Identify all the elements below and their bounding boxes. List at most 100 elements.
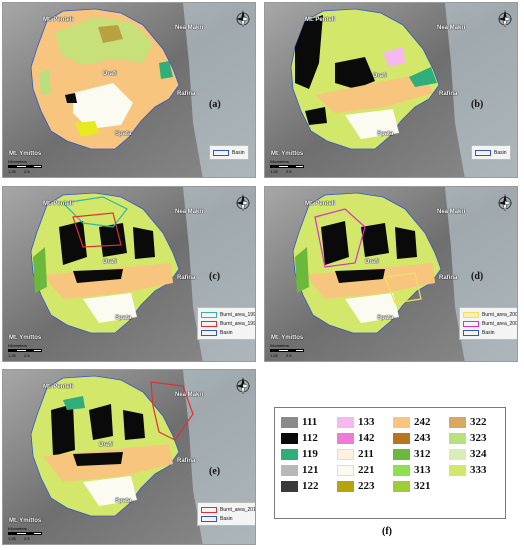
land-cover-code: 112 — [302, 432, 318, 444]
land-cover-patch — [295, 247, 309, 293]
land-cover-code: 142 — [358, 432, 375, 444]
land-cover-patch — [99, 223, 127, 257]
land-cover-patch — [123, 410, 145, 440]
land-cover-class: 122 — [281, 478, 337, 494]
land-cover-patch — [335, 57, 375, 89]
legend-item: Burnt_area_1995 — [201, 310, 255, 319]
land-cover-code: 221 — [358, 464, 375, 476]
land-cover-patch — [315, 73, 433, 113]
land-cover-class: 119 — [281, 446, 337, 462]
north-arrow-icon — [235, 193, 251, 213]
scale-tick: 2.5 — [24, 353, 30, 358]
land-cover-code: 242 — [414, 416, 431, 428]
land-cover-code: 312 — [414, 448, 431, 460]
place-label-rafina: Rafina — [439, 275, 458, 281]
legend-item: Burnt_area_1998 — [201, 319, 255, 328]
burnt-area-outline — [72, 212, 122, 248]
place-label-ymittos: Mt. Ymittos — [9, 151, 42, 157]
map-legend: Basin — [209, 145, 249, 160]
legend-label: Basin — [232, 149, 245, 156]
land-cover-patch — [361, 223, 389, 257]
legend-label: Burnt_area_2009 — [482, 320, 518, 327]
scale-bar-graphic — [270, 165, 304, 168]
place-label-neamakri: Nea Makri — [175, 25, 204, 31]
land-cover-code: 243 — [414, 432, 431, 444]
place-label-neamakri: Nea Makri — [437, 209, 466, 215]
land-cover-code: 321 — [414, 480, 431, 492]
land-cover-swatch — [281, 448, 298, 460]
panel-label-b: (b) — [471, 99, 484, 110]
burnt-area-outline — [314, 208, 366, 268]
place-label-rafina: Rafina — [177, 91, 196, 97]
place-label-ymittos: Mt. Ymittos — [9, 518, 42, 524]
land-cover-legend-grid: 111 133 242 322 112 142 243 323 119 211 312 324 121 2… — [281, 414, 505, 494]
place-label-pentelis: Mt. Penteli — [43, 17, 74, 23]
legend-swatch — [463, 311, 479, 318]
scale-unit: Kilometers — [270, 159, 289, 164]
land-cover-patch — [321, 221, 349, 265]
land-cover-class: 111 — [281, 414, 337, 430]
burnt-area-outline — [61, 196, 128, 228]
land-cover-class: 133 — [337, 414, 393, 430]
burnt-area-outline — [150, 381, 194, 441]
map-c-canvas — [3, 187, 255, 361]
legend-item: Basin — [201, 514, 255, 523]
land-cover-swatch — [449, 432, 466, 444]
map-legend: Burnt_area_2018 Basin — [197, 502, 255, 526]
panel-label-a: (a) — [209, 99, 221, 110]
land-cover-code: 121 — [302, 464, 319, 476]
place-label-rafina: Rafina — [177, 275, 196, 281]
place-label-draf: Drafi — [99, 442, 113, 448]
scale-tick: 1.25 — [8, 169, 16, 174]
legend-item: Burnt_area_2005 — [463, 310, 517, 319]
land-cover-swatch — [281, 480, 298, 492]
map-legend: Basin — [471, 145, 511, 160]
land-cover-patch — [73, 83, 133, 129]
legend-label: Basin — [494, 149, 507, 156]
place-label-draf: Drafi — [103, 71, 117, 77]
land-cover-patch — [345, 293, 399, 323]
land-cover-class: 313 — [393, 462, 449, 478]
land-cover-class: 211 — [337, 446, 393, 462]
place-label-neamakri: Nea Makri — [175, 392, 204, 398]
map-panel-c: Mt. Penteli Nea Makri Rafina Drafi Spata Mt. … — [2, 186, 256, 362]
legend-swatch — [201, 515, 217, 522]
land-cover-class: 121 — [281, 462, 337, 478]
land-cover-patch — [395, 227, 417, 259]
land-cover-patch — [345, 109, 399, 139]
land-cover-class: 142 — [337, 430, 393, 446]
land-cover-swatch — [337, 464, 354, 476]
scale-bar: Kilometers 1.25 2.5 — [8, 159, 42, 175]
land-cover-swatch — [337, 448, 354, 460]
place-label-draf: Drafi — [365, 259, 379, 265]
land-cover-patch — [98, 25, 123, 43]
land-cover-code: 133 — [358, 416, 375, 428]
place-label-ymittos: Mt. Ymittos — [9, 335, 42, 341]
place-label-ymittos: Mt. Ymittos — [271, 151, 304, 157]
land-cover-class: 321 — [393, 478, 449, 494]
land-cover-code: 111 — [302, 416, 318, 428]
land-cover-patch — [89, 404, 113, 440]
land-cover-class: 322 — [449, 414, 505, 430]
scale-tick: 2.5 — [24, 536, 30, 541]
land-cover-swatch — [337, 416, 354, 428]
land-cover-swatch — [449, 416, 466, 428]
place-label-spata: Spata — [377, 131, 394, 137]
scale-tick: 1.25 — [8, 536, 16, 541]
land-cover-code: 323 — [470, 432, 487, 444]
land-cover-patch — [83, 293, 137, 323]
place-label-draf: Drafi — [373, 73, 387, 79]
land-cover-patch — [295, 15, 323, 89]
land-cover-code: 333 — [470, 464, 487, 476]
land-cover-code: 313 — [414, 464, 431, 476]
land-cover-swatch — [281, 464, 298, 476]
north-arrow-icon — [497, 193, 513, 213]
land-cover-class: 223 — [337, 478, 393, 494]
land-cover-patch — [33, 247, 47, 293]
place-label-rafina: Rafina — [439, 91, 458, 97]
land-cover-class: 243 — [393, 430, 449, 446]
place-label-draf: Drafi — [103, 259, 117, 265]
land-cover-patch — [59, 221, 87, 265]
place-label-neamakri: Nea Makri — [437, 25, 466, 31]
place-label-spata: Spata — [115, 131, 132, 137]
